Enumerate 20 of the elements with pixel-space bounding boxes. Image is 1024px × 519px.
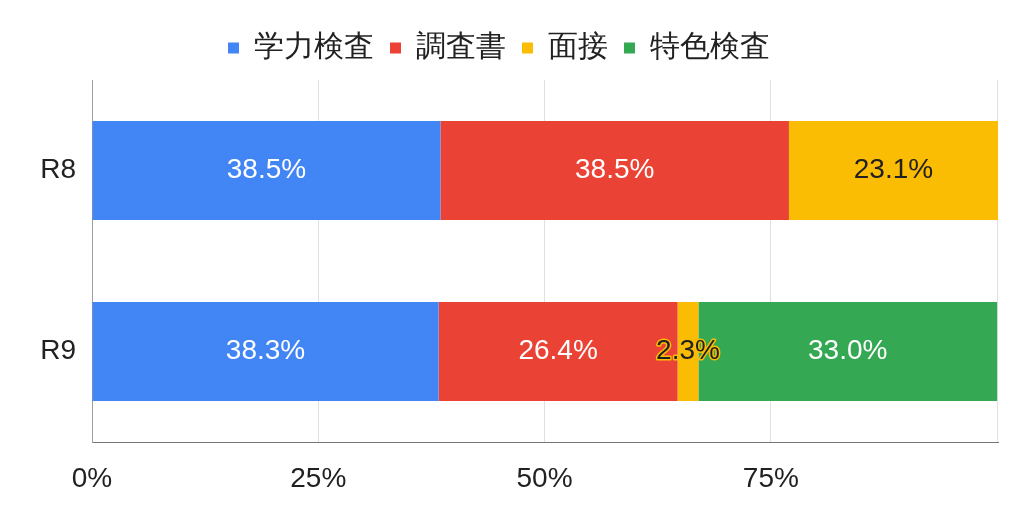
x-tick-label: 0% (71, 461, 113, 493)
x-tick-label: 75% (742, 461, 799, 493)
data-label: 33.0% (808, 334, 888, 366)
data-label: 38.5% (574, 153, 655, 185)
legend-label: 面接 (548, 29, 608, 63)
y-tick-label: R8 (40, 153, 76, 185)
bar (788, 121, 998, 220)
y-tick-label: R9 (40, 334, 76, 366)
bar (92, 121, 441, 220)
data-label: 38.5% (226, 153, 307, 185)
bar (440, 121, 789, 220)
x-tick-label: 25% (290, 461, 347, 493)
legend-label: 調査書 (416, 29, 506, 63)
data-label: 38.3% (225, 334, 306, 366)
x-tick-label: 50% (516, 461, 573, 493)
data-label: 26.4% (518, 334, 598, 366)
bar (92, 302, 439, 401)
data-label: 23.1% (853, 153, 934, 185)
legend-label: 特色検査 (650, 29, 770, 63)
legend-label: 学力検査 (254, 29, 374, 63)
